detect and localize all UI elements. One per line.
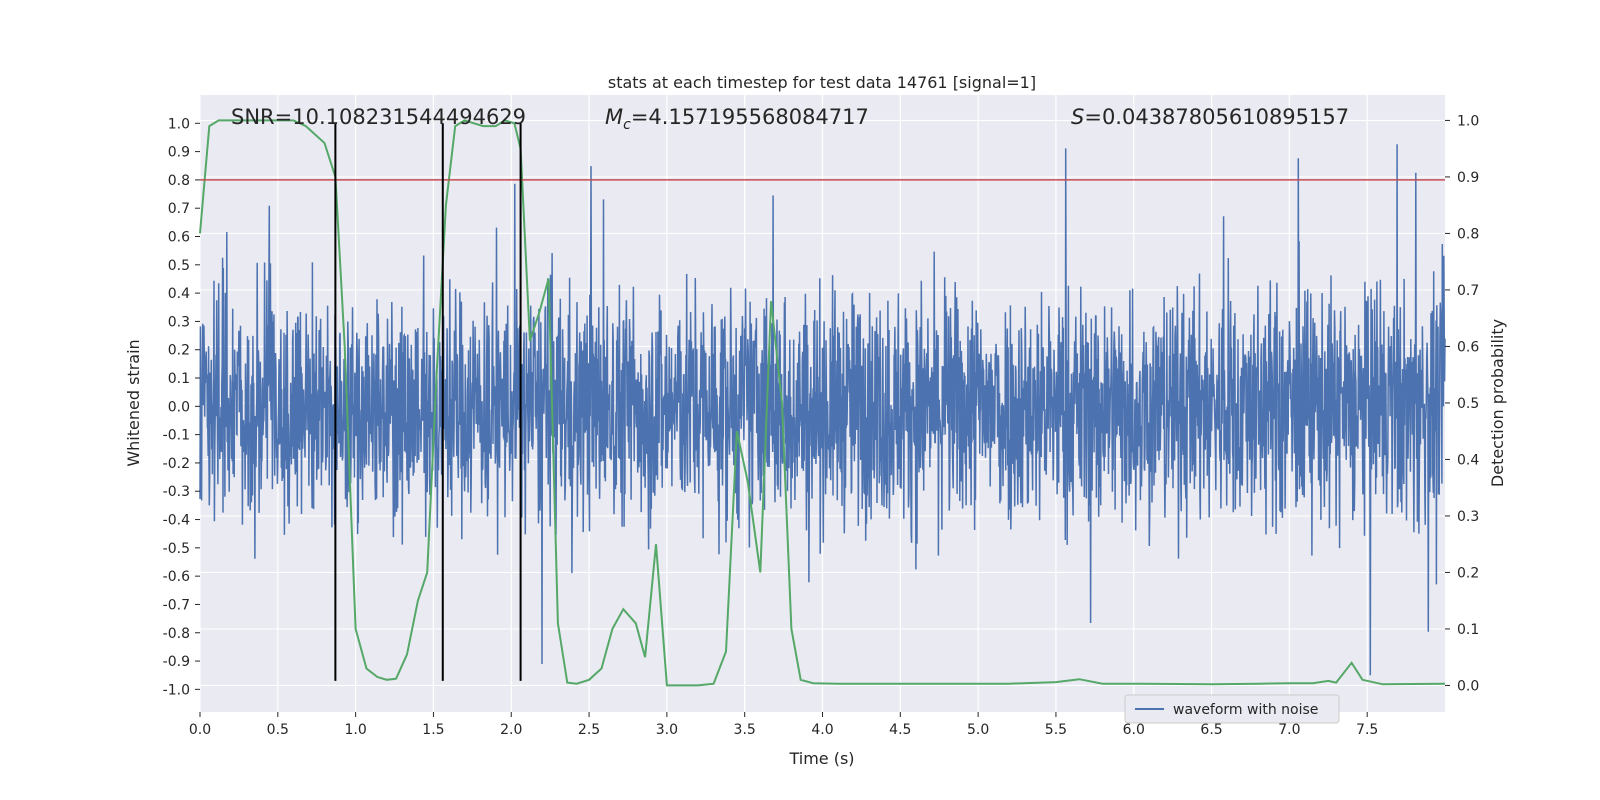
y-tick-label: -0.8 (163, 626, 190, 642)
y-tick-label: -0.7 (163, 597, 190, 613)
legend: waveform with noise (1124, 694, 1340, 724)
s-value: =0.04387805610895157 (1084, 105, 1349, 129)
y-tick-label-right: 0.1 (1457, 622, 1479, 638)
probability-line (199, 119, 1446, 687)
chart-title: stats at each timestep for test data 147… (608, 73, 1036, 92)
y-tick-label: 0.8 (168, 173, 190, 189)
legend-label-waveform: waveform with noise (1173, 702, 1318, 718)
y-tick-label: 0.5 (168, 258, 190, 274)
y-tick-label-right: 0.8 (1457, 226, 1479, 242)
x-tick-label: 4.0 (811, 722, 833, 738)
y-tick-label-right: 1.0 (1457, 113, 1479, 129)
legend-box (1124, 694, 1340, 724)
x-tick-label: 3.5 (734, 722, 756, 738)
x-tick-label: 4.5 (889, 722, 911, 738)
x-tick-label: 6.0 (1123, 722, 1145, 738)
y-tick-label-right: 0.2 (1457, 565, 1479, 581)
waveform-line (199, 144, 1446, 676)
y-tick-label: -0.1 (163, 428, 190, 444)
reference-lines (200, 123, 1445, 681)
y-tick-label-right: 0.6 (1457, 339, 1479, 355)
waveform-series (199, 144, 1446, 676)
y-tick-label: -0.3 (163, 484, 190, 500)
x-tick-label: 7.0 (1278, 722, 1300, 738)
y-tick-label: 0.9 (168, 145, 190, 161)
s-symbol: S (1071, 105, 1084, 129)
y-tick-label: 0.4 (168, 286, 190, 302)
y-tick-label: -0.2 (163, 456, 190, 472)
x-tick-label: 2.0 (500, 722, 522, 738)
y-tick-label: -0.9 (163, 654, 190, 670)
y-tick-label: 0.0 (168, 399, 190, 415)
ticks: 0.0 0.5 1.0 1.5 2.0 2.5 3.0 3.5 4.0 4.5 5.0 5.5 6.0 6… (163, 113, 1480, 738)
y-tick-label: 1.0 (168, 116, 190, 132)
x-tick-label: 0.0 (189, 722, 211, 738)
y-tick-label: 0.3 (168, 314, 190, 330)
chirp-mass-value: =4.157195568084717 (631, 105, 869, 129)
y-tick-label: -1.0 (163, 682, 190, 698)
chirp-mass-subscript: c (623, 117, 631, 133)
x-tick-label: 6.5 (1200, 722, 1222, 738)
y-tick-label: -0.6 (163, 569, 190, 585)
x-tick-label: 1.5 (422, 722, 444, 738)
x-tick-label: 1.0 (344, 722, 366, 738)
y-tick-label-right: 0.9 (1457, 170, 1479, 186)
x-tick-label: 3.0 (656, 722, 678, 738)
y-tick-label-right: 0.4 (1457, 452, 1479, 468)
y-tick-label-right: 0.3 (1457, 509, 1479, 525)
x-tick-label: 5.0 (967, 722, 989, 738)
chirp-mass-symbol: M (605, 105, 623, 129)
y-tick-label: 0.2 (168, 343, 190, 359)
y-tick-label: 0.7 (168, 201, 190, 217)
s-annotation: S=0.04387805610895157 (1071, 105, 1349, 129)
x-tick-label: 5.5 (1045, 722, 1067, 738)
y-axis-label: Whitened strain (124, 339, 143, 466)
probability-series (199, 119, 1446, 687)
x-tick-label: 2.5 (578, 722, 600, 738)
y-tick-label-right: 0.7 (1457, 283, 1479, 299)
snr-annotation: SNR=10.108231544494629 (231, 105, 526, 129)
y-tick-label-right: 0.5 (1457, 396, 1479, 412)
y-tick-label-right: 0.0 (1457, 678, 1479, 694)
chirp-mass-annotation: Mc=4.157195568084717 (605, 105, 869, 133)
y-tick-label: -0.5 (163, 541, 190, 557)
y-axis-label-right: Detection probability (1488, 319, 1507, 487)
x-tick-label: 0.5 (267, 722, 289, 738)
x-tick-label: 7.5 (1356, 722, 1378, 738)
y-tick-label: -0.4 (163, 513, 190, 529)
y-tick-label: 0.1 (168, 371, 190, 387)
x-axis-label: Time (s) (788, 749, 854, 768)
y-tick-label: 0.6 (168, 230, 190, 246)
